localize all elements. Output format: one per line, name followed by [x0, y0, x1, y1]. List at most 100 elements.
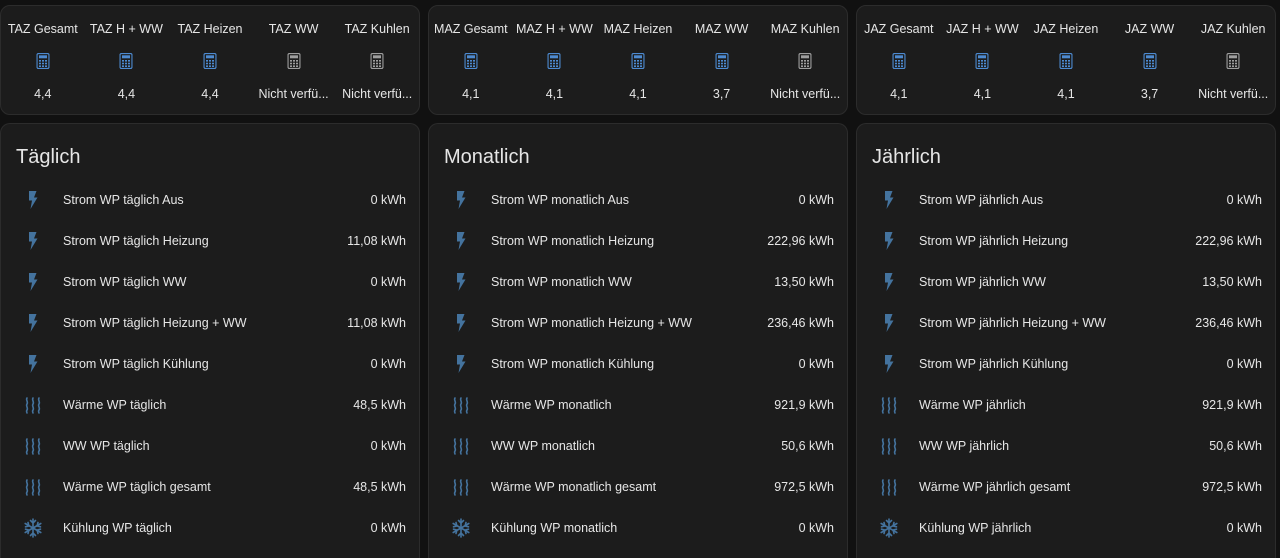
lightning-bolt-icon: [877, 188, 901, 212]
entity-row[interactable]: Strom WP jährlich WW 13,50 kWh: [857, 261, 1275, 302]
ratio-stat[interactable]: TAZ Gesamt 4,4: [1, 6, 85, 114]
entity-value: 236,46 kWh: [767, 315, 834, 330]
entity-row[interactable]: Wärme WP monatlich gesamt 972,5 kWh: [429, 466, 847, 507]
stat-label: TAZ Heizen: [177, 22, 243, 36]
stat-value: 4,4: [117, 87, 136, 101]
stat-label: MAZ H + WW: [516, 22, 593, 36]
entity-row[interactable]: WW WP jährlich 50,6 kWh: [857, 425, 1275, 466]
entity-row[interactable]: Strom WP täglich WW 0 kWh: [1, 261, 419, 302]
stat-value: Nicht verfü...: [342, 87, 413, 101]
calculator-icon: [119, 52, 133, 70]
stat-label: TAZ Gesamt: [7, 22, 78, 36]
stat-value: 4,1: [973, 87, 992, 101]
entity-name: Strom WP jährlich Kühlung: [919, 356, 1069, 371]
entity-row[interactable]: Strom WP monatlich Aus 0 kWh: [429, 179, 847, 220]
stat-value: 4,1: [1057, 87, 1075, 101]
ratio-stat[interactable]: JAZ Kuhlen Nicht verfü...: [1191, 6, 1275, 114]
entity-name: Strom WP monatlich WW: [491, 274, 632, 289]
entity-row[interactable]: Strom WP täglich Kühlung 0 kWh: [1, 343, 419, 384]
entity-value: 0 kWh: [370, 356, 406, 371]
entity-name: Strom WP jährlich WW: [919, 274, 1046, 289]
calculator-icon: [203, 52, 217, 70]
ratio-stat[interactable]: JAZ Gesamt 4,1: [857, 6, 941, 114]
entity-row[interactable]: Kühlung WP jährlich 0 kWh: [857, 507, 1275, 548]
stat-value: 4,1: [890, 87, 908, 101]
entity-row[interactable]: Kühlung WP täglich 0 kWh: [1, 507, 419, 548]
stat-value: 4,1: [545, 87, 564, 101]
stat-label: JAZ Gesamt: [864, 22, 934, 36]
entity-value: 921,9 kWh: [774, 397, 834, 412]
entity-row[interactable]: WW WP monatlich 50,6 kWh: [429, 425, 847, 466]
calculator-icon: [370, 52, 384, 70]
entity-row[interactable]: Wärme WP jährlich 921,9 kWh: [857, 384, 1275, 425]
stat-label: MAZ Gesamt: [433, 22, 508, 36]
lightning-bolt-icon: [449, 311, 473, 335]
entity-name: WW WP monatlich: [491, 438, 595, 453]
lightning-bolt-icon: [877, 229, 901, 253]
ratio-stat[interactable]: MAZ Gesamt 4,1: [429, 6, 513, 114]
entity-row[interactable]: Strom WP täglich Heizung + WW 11,08 kWh: [1, 302, 419, 343]
ratio-stat[interactable]: JAZ Heizen 4,1: [1024, 6, 1108, 114]
calculator-icon: [975, 52, 989, 70]
stat-value: 3,7: [712, 87, 731, 101]
calculator-icon: [1142, 52, 1157, 70]
entity-value: 0 kWh: [798, 520, 834, 535]
entity-name: Kühlung WP jährlich: [919, 520, 1032, 535]
lightning-bolt-icon: [21, 311, 45, 335]
entity-name: Wärme WP täglich: [63, 397, 167, 412]
entity-row[interactable]: Wärme WP monatlich 921,9 kWh: [429, 384, 847, 425]
calculator-icon: [286, 52, 301, 70]
entity-row[interactable]: Strom WP monatlich Heizung + WW 236,46 kW…: [429, 302, 847, 343]
ratio-stat[interactable]: JAZ H + WW 4,1: [941, 6, 1025, 114]
lightning-bolt-icon: [21, 270, 45, 294]
entity-row[interactable]: Strom WP monatlich Kühlung 0 kWh: [429, 343, 847, 384]
stat-value: 4,4: [34, 87, 52, 101]
entity-row[interactable]: Strom WP monatlich WW 13,50 kWh: [429, 261, 847, 302]
stat-value: Nicht verfü...: [258, 87, 329, 101]
stat-label: JAZ Kuhlen: [1200, 22, 1266, 36]
ratio-stat[interactable]: MAZ Kuhlen Nicht verfü...: [763, 6, 847, 114]
entity-name: Strom WP täglich Aus: [63, 192, 184, 207]
stat-row: TAZ Gesamt 4,4 TAZ H + WW 4,4 TAZ Heizen 4,4 T…: [1, 6, 419, 114]
entity-value: 0 kWh: [370, 274, 406, 289]
entity-row[interactable]: Wärme WP täglich 48,5 kWh: [1, 384, 419, 425]
ratio-stat[interactable]: JAZ WW 3,7: [1108, 6, 1192, 114]
entity-name: Strom WP täglich Kühlung: [63, 356, 209, 371]
ratio-stat[interactable]: MAZ WW 3,7: [680, 6, 764, 114]
stat-value: Nicht verfü...: [1198, 87, 1269, 101]
heat-waves-icon: [877, 475, 901, 499]
entity-row[interactable]: Wärme WP jährlich gesamt 972,5 kWh: [857, 466, 1275, 507]
entity-value: 0 kWh: [1226, 356, 1262, 371]
lightning-bolt-icon: [449, 188, 473, 212]
stat-label: JAZ WW: [1124, 22, 1175, 36]
entity-row[interactable]: Strom WP jährlich Heizung 222,96 kWh: [857, 220, 1275, 261]
calculator-icon: [892, 52, 906, 70]
entity-name: Strom WP monatlich Heizung: [491, 233, 655, 248]
entity-row[interactable]: Strom WP jährlich Kühlung 0 kWh: [857, 343, 1275, 384]
lightning-bolt-icon: [449, 352, 473, 376]
ratio-stat[interactable]: TAZ Kuhlen Nicht verfü...: [335, 6, 419, 114]
entity-value: 972,5 kWh: [774, 479, 834, 494]
entity-value: 0 kWh: [1226, 192, 1262, 207]
snowflake-icon: [21, 516, 45, 540]
ratio-stat[interactable]: TAZ Heizen 4,4: [168, 6, 252, 114]
entity-row[interactable]: WW WP täglich 0 kWh: [1, 425, 419, 466]
snowflake-icon: [449, 516, 473, 540]
entity-name: Wärme WP monatlich gesamt: [491, 479, 657, 494]
entity-value: 0 kWh: [370, 520, 406, 535]
entity-row[interactable]: Kühlung WP monatlich 0 kWh: [429, 507, 847, 548]
entity-value: 50,6 kWh: [1209, 438, 1262, 453]
ratio-stat[interactable]: MAZ Heizen 4,1: [596, 6, 680, 114]
ratio-stat[interactable]: TAZ H + WW 4,4: [85, 6, 169, 114]
ratio-stats-card: JAZ Gesamt 4,1 JAZ H + WW 4,1 JAZ Heizen 4,1 J…: [856, 5, 1276, 115]
ratio-stat[interactable]: MAZ H + WW 4,1: [513, 6, 597, 114]
entity-row[interactable]: Wärme WP täglich gesamt 48,5 kWh: [1, 466, 419, 507]
entity-row[interactable]: Strom WP täglich Heizung 11,08 kWh: [1, 220, 419, 261]
ratio-stat[interactable]: TAZ WW Nicht verfü...: [252, 6, 336, 114]
entity-row[interactable]: Strom WP jährlich Aus 0 kWh: [857, 179, 1275, 220]
entity-row[interactable]: Strom WP jährlich Heizung + WW 236,46 kWh: [857, 302, 1275, 343]
entity-row[interactable]: Strom WP monatlich Heizung 222,96 kWh: [429, 220, 847, 261]
stat-value: 3,7: [1140, 87, 1159, 101]
entity-name: Wärme WP monatlich: [491, 397, 612, 412]
entity-row[interactable]: Strom WP täglich Aus 0 kWh: [1, 179, 419, 220]
